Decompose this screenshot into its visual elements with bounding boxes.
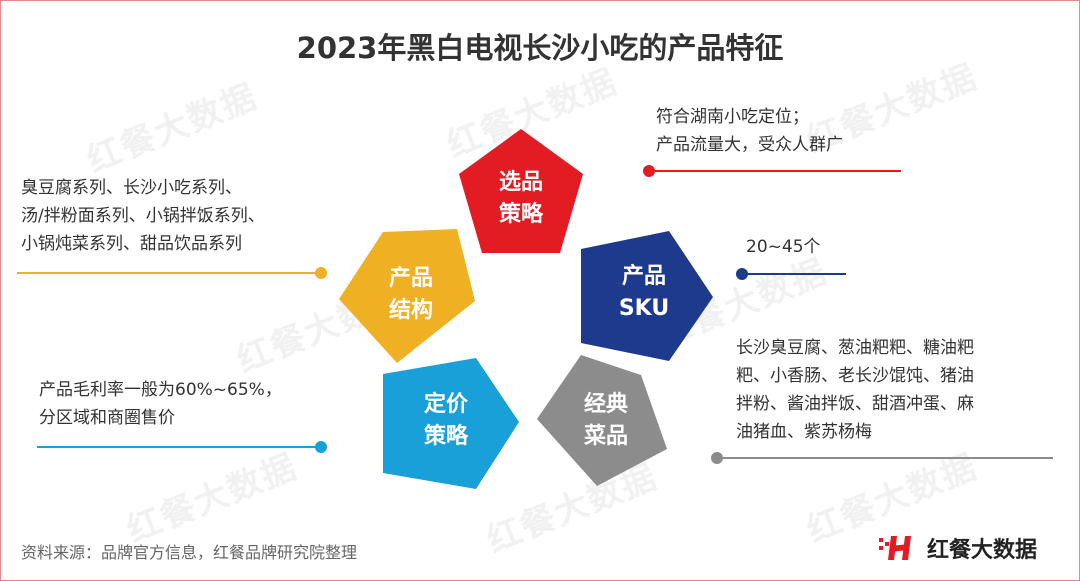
label-structure: 产品 结构 [351, 263, 471, 327]
label-structure-line-1: 产品 [388, 266, 433, 291]
note-structure: 臭豆腐系列、长沙小吃系列、 汤/拌粉面系列、小锅拌饭系列、 小锅炖菜系列、甜品饮… [21, 174, 265, 258]
label-sku-line-2: SKU [618, 296, 670, 321]
pentagon-sku [581, 231, 713, 361]
note-dishes-line-2: 粑、小香肠、老长沙馄饨、猪油 [736, 366, 974, 386]
note-structure-line-2: 汤/拌粉面系列、小锅拌饭系列、 [21, 206, 265, 226]
pentagon-dishes [537, 355, 667, 486]
brand-logo-text: 红餐大数据 [927, 538, 1038, 563]
note-structure-line-1: 臭豆腐系列、长沙小吃系列、 [21, 178, 242, 198]
pentagon-pricing [383, 358, 519, 489]
note-sku: 20~45个 [746, 233, 821, 261]
connector-dot-structure [315, 267, 327, 279]
connector-line-structure [17, 272, 321, 274]
note-pricing: 产品毛利率一般为60%~65%， 分区域和商圈售价 [39, 376, 282, 432]
note-selection-line-1: 符合湖南小吃定位； [656, 107, 809, 127]
label-dishes-line-1: 经典 [583, 392, 628, 417]
label-dishes: 经典 菜品 [546, 389, 666, 453]
label-sku: 产品 SKU [584, 261, 704, 325]
watermark: 红餐大数据 [81, 76, 264, 182]
label-structure-line-2: 结构 [388, 298, 433, 323]
pentagon-dishes-fill [537, 355, 667, 486]
connector-line-sku [742, 273, 846, 275]
note-selection: 符合湖南小吃定位； 产品流量大，受众人群广 [656, 103, 843, 159]
pentagon-structure [339, 229, 475, 363]
note-dishes: 长沙臭豆腐、葱油粑粑、糖油粑 粑、小香肠、老长沙馄饨、猪油 拌粉、酱油拌饭、甜酒… [736, 334, 974, 446]
watermark: 红餐大数据 [121, 446, 304, 552]
connector-line-selection [649, 170, 901, 172]
label-pricing: 定价 策略 [386, 389, 506, 453]
note-pricing-line-2: 分区域和商圈售价 [39, 408, 175, 428]
note-selection-line-2: 产品流量大，受众人群广 [656, 135, 843, 155]
note-structure-line-3: 小锅炖菜系列、甜品饮品系列 [21, 234, 242, 254]
label-selection-line-1: 选品 [498, 170, 543, 195]
pentagon-sku-fill [581, 231, 713, 361]
page-title: 2023年黑白电视长沙小吃的产品特征 [296, 31, 784, 65]
pentagon-structure-fill [339, 229, 475, 363]
label-pricing-line-1: 定价 [423, 392, 468, 417]
connector-dot-pricing [315, 441, 327, 453]
pentagon-selection-fill [459, 129, 583, 253]
note-sku-line-1: 20~45个 [746, 237, 821, 257]
brand-logo: 红餐大数据 [877, 531, 1037, 565]
source-note: 资料来源：品牌官方信息，红餐品牌研究院整理 [21, 543, 358, 562]
note-dishes-line-4: 油猪血、紫苏杨梅 [736, 422, 872, 442]
brand-logo-icon [879, 536, 911, 560]
label-sku-line-1: 产品 [621, 264, 666, 289]
label-dishes-line-2: 菜品 [583, 424, 628, 449]
pentagon-pricing-fill [383, 358, 519, 489]
connector-line-dishes [717, 457, 1053, 459]
note-dishes-line-3: 拌粉、酱油拌饭、甜酒冲蛋、麻 [736, 394, 974, 414]
pentagon-selection [459, 129, 583, 253]
label-selection: 选品 策略 [461, 167, 581, 231]
connector-line-pricing [37, 446, 321, 448]
note-pricing-line-1: 产品毛利率一般为60%~65%， [39, 380, 282, 400]
label-selection-line-2: 策略 [498, 202, 543, 227]
note-dishes-line-1: 长沙臭豆腐、葱油粑粑、糖油粑 [736, 338, 974, 358]
label-pricing-line-2: 策略 [423, 424, 468, 449]
